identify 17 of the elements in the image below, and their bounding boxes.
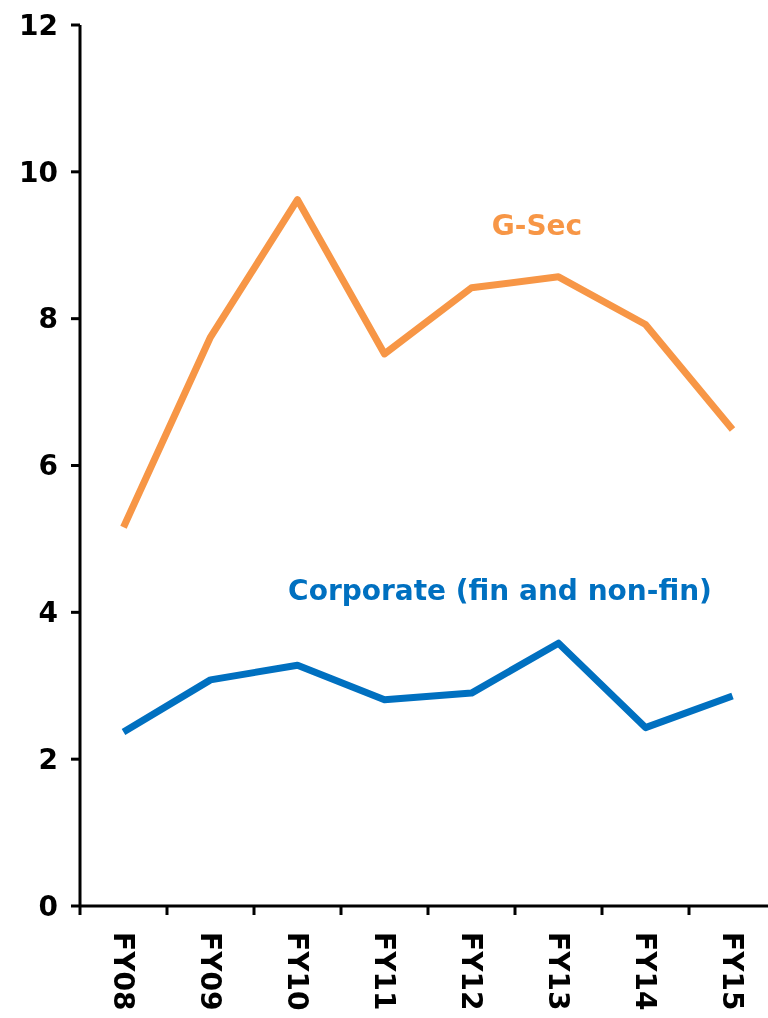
y-tick-label: 6 (38, 449, 58, 483)
x-tick-label: FY08 (106, 932, 140, 1011)
y-tick-label: 8 (38, 302, 58, 336)
x-tick-label: FY11 (367, 932, 401, 1011)
series-label: G-Sec (491, 209, 583, 242)
x-tick-label: FY10 (280, 932, 314, 1011)
text: Corporate (fin and non-fin) (288, 574, 712, 607)
y-tick-label: 4 (38, 596, 58, 630)
y-tick-label: 10 (19, 155, 58, 189)
x-tick-label: FY15 (715, 932, 749, 1011)
x-tick-label: FY14 (628, 932, 662, 1011)
y-tick-label: 0 (38, 889, 58, 923)
y-tick-label: 2 (38, 742, 58, 776)
y-tick-label: 12 (19, 8, 58, 42)
x-tick-label: FY09 (193, 932, 227, 1011)
x-tick-label: FY13 (541, 932, 575, 1011)
x-tick-label: FY12 (454, 932, 488, 1011)
